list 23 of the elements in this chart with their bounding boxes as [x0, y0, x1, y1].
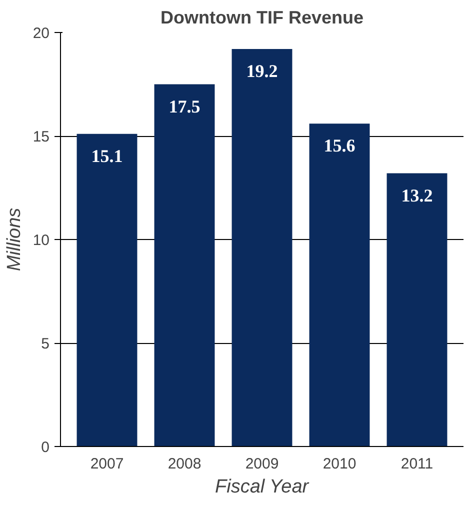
bar [386, 173, 448, 446]
bar [309, 124, 370, 446]
chart-title: Downtown TIF Revenue [160, 8, 364, 28]
x-axis-title: Fiscal Year [215, 476, 310, 498]
data-label: 15.6 [324, 136, 356, 156]
bar [76, 134, 138, 446]
x-tick-label: 2009 [245, 456, 279, 472]
x-tick-label: 2010 [322, 456, 356, 472]
data-label: 13.2 [401, 185, 433, 206]
y-tick-label: 10 [32, 232, 50, 249]
x-tick-label: 2011 [400, 456, 434, 472]
bar [154, 84, 215, 446]
x-tick-label: 2008 [168, 456, 202, 472]
y-axis-title: Millions [4, 207, 25, 272]
y-tick-label: 5 [41, 336, 50, 352]
data-label: 19.2 [246, 61, 278, 82]
y-tick-label: 15 [32, 128, 50, 146]
y-tick-label: 0 [41, 439, 50, 456]
y-tick-label: 20 [32, 25, 50, 42]
data-label: 15.1 [91, 146, 123, 166]
x-tick-label: 2007 [90, 456, 124, 472]
data-label: 17.5 [168, 96, 200, 116]
bar [232, 49, 292, 446]
